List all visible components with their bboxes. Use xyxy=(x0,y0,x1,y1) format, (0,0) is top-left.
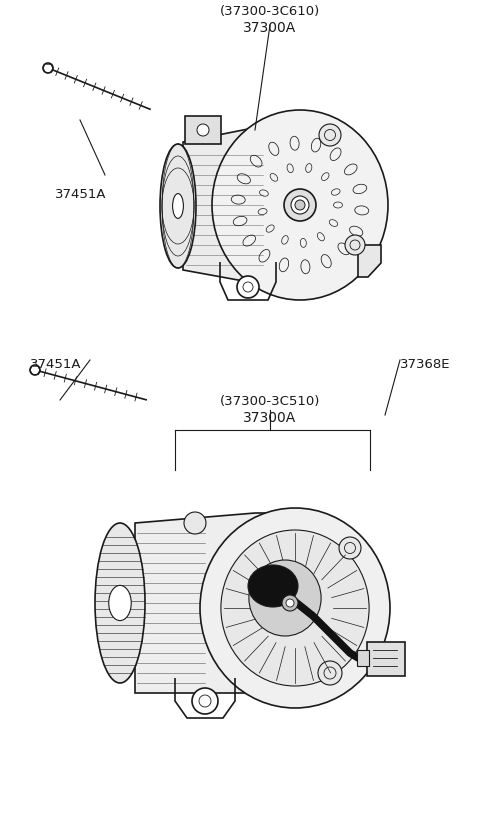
Circle shape xyxy=(184,512,206,534)
Circle shape xyxy=(345,235,365,255)
Circle shape xyxy=(237,276,259,298)
Polygon shape xyxy=(135,513,285,693)
FancyBboxPatch shape xyxy=(185,116,221,144)
Circle shape xyxy=(282,595,298,611)
Text: 37300A: 37300A xyxy=(243,21,297,35)
Polygon shape xyxy=(183,120,308,290)
Text: 37368E: 37368E xyxy=(400,358,451,371)
Circle shape xyxy=(291,196,309,214)
Circle shape xyxy=(43,63,53,73)
Circle shape xyxy=(30,365,40,375)
Circle shape xyxy=(284,189,316,221)
Ellipse shape xyxy=(109,585,131,620)
Ellipse shape xyxy=(249,560,321,636)
Circle shape xyxy=(319,124,341,146)
Circle shape xyxy=(286,599,294,607)
Ellipse shape xyxy=(200,508,390,708)
Polygon shape xyxy=(358,245,381,277)
Circle shape xyxy=(192,688,218,714)
Text: 37451A: 37451A xyxy=(30,358,82,371)
FancyBboxPatch shape xyxy=(367,642,405,676)
Circle shape xyxy=(318,661,342,685)
Ellipse shape xyxy=(95,523,145,683)
Circle shape xyxy=(295,200,305,210)
Ellipse shape xyxy=(160,144,196,268)
Ellipse shape xyxy=(248,565,298,607)
Text: (37300-3C610): (37300-3C610) xyxy=(220,5,320,18)
Ellipse shape xyxy=(212,110,388,300)
FancyBboxPatch shape xyxy=(357,650,369,666)
Circle shape xyxy=(197,124,209,136)
Text: 37451A: 37451A xyxy=(55,189,107,202)
Text: (37300-3C510): (37300-3C510) xyxy=(220,395,320,408)
Circle shape xyxy=(339,537,361,559)
Text: 37300A: 37300A xyxy=(243,411,297,425)
Ellipse shape xyxy=(221,530,369,686)
Ellipse shape xyxy=(173,194,183,218)
